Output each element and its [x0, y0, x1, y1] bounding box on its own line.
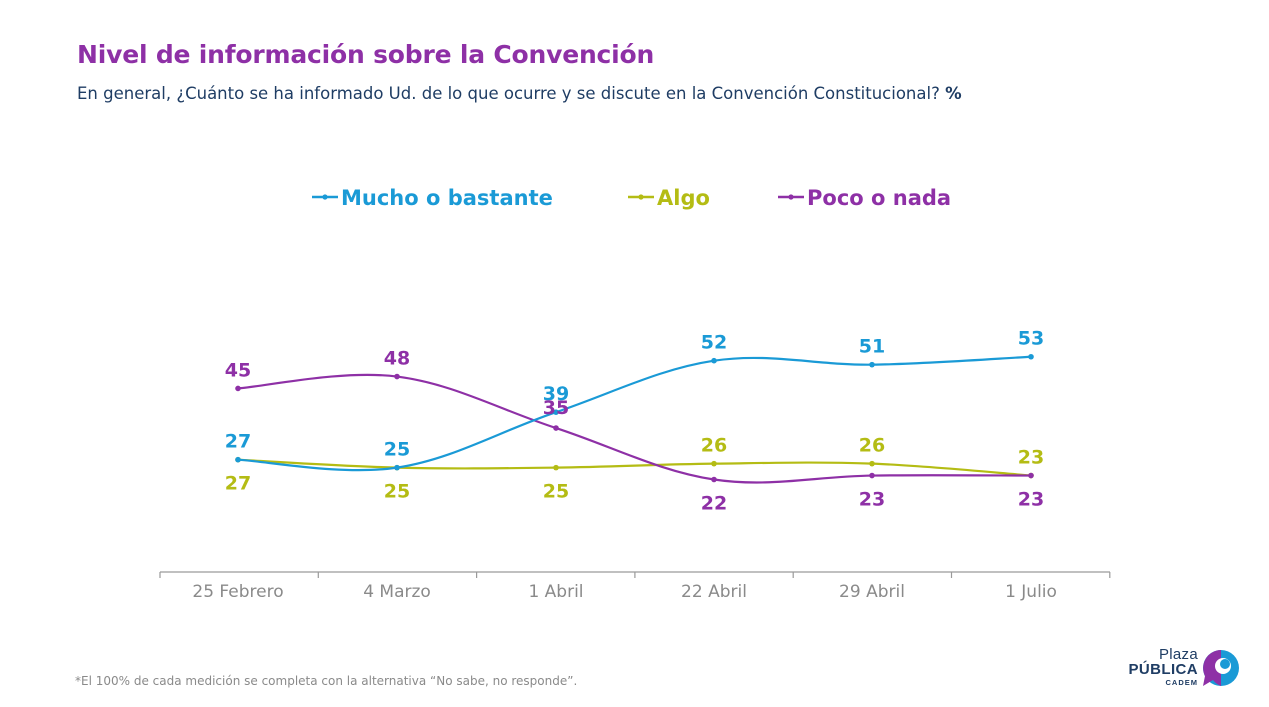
logo-speech-bubble-icon [1203, 650, 1239, 686]
series-line-algo [237, 458, 1032, 477]
subtitle-question: En general, ¿Cuánto se ha informado Ud. … [77, 84, 946, 103]
data-label-poco-o-nada: 23 [1018, 489, 1044, 511]
chart-subtitle: En general, ¿Cuánto se ha informado Ud. … [77, 84, 962, 103]
data-point-mucho-o-bastante [1028, 353, 1034, 360]
data-point-mucho-o-bastante [235, 456, 241, 463]
x-tick-label: 22 Abril [681, 582, 747, 602]
data-label-mucho-o-bastante: 51 [859, 336, 885, 358]
data-label-algo: 23 [1018, 447, 1044, 469]
x-tick-label: 1 Julio [1005, 582, 1057, 602]
data-point-poco-o-nada [553, 425, 559, 431]
data-point-algo [711, 460, 717, 467]
data-point-poco-o-nada [711, 476, 717, 483]
data-label-algo: 25 [384, 481, 410, 503]
subtitle-unit: % [945, 84, 962, 103]
plaza-publica-cadem-logo: Plaza PÚBLICA CADEM [1122, 646, 1247, 692]
data-label-algo: 26 [859, 435, 885, 457]
logo-text-cadem: CADEM [1165, 678, 1198, 687]
data-point-mucho-o-bastante [869, 361, 875, 368]
data-point-poco-o-nada [1028, 472, 1034, 479]
data-label-algo: 25 [543, 481, 569, 503]
data-label-algo: 27 [225, 473, 251, 495]
data-label-mucho-o-bastante: 52 [701, 332, 727, 354]
data-point-poco-o-nada [394, 373, 400, 380]
legend-marker-dot-mucho-o-bastante [322, 194, 328, 200]
x-tick-label: 25 Febrero [192, 582, 283, 602]
data-label-mucho-o-bastante: 53 [1018, 328, 1044, 350]
data-label-mucho-o-bastante: 25 [384, 439, 410, 461]
footnote: *El 100% de cada medición se completa co… [75, 674, 578, 688]
data-label-poco-o-nada: 22 [701, 493, 727, 515]
x-tick-label: 1 Abril [528, 582, 583, 602]
data-label-poco-o-nada: 23 [859, 489, 885, 511]
data-point-poco-o-nada [869, 472, 875, 479]
logo-text-plaza: Plaza [1158, 646, 1198, 663]
legend-label-mucho-o-bastante: Mucho o bastante [341, 186, 553, 210]
data-label-poco-o-nada: 35 [543, 397, 569, 419]
data-point-algo [869, 460, 875, 467]
data-label-poco-o-nada: 45 [225, 359, 251, 381]
legend-marker-dot-algo [638, 194, 644, 200]
data-label-poco-o-nada: 48 [384, 348, 410, 370]
legend-label-poco-o-nada: Poco o nada [807, 186, 951, 210]
data-point-mucho-o-bastante [711, 357, 717, 364]
data-label-mucho-o-bastante: 27 [225, 431, 251, 453]
x-tick-label: 4 Marzo [363, 582, 431, 602]
data-label-mucho-o-bastante: 39 [543, 383, 569, 405]
data-point-mucho-o-bastante [394, 464, 400, 471]
x-tick-label: 29 Abril [839, 582, 905, 602]
legend-label-algo: Algo [657, 186, 710, 210]
legend-marker-dot-poco-o-nada [788, 194, 794, 200]
series-line-poco-o-nada [237, 373, 1032, 484]
series-line-mucho-o-bastante [237, 355, 1032, 472]
chart-title: Nivel de información sobre la Convención [77, 40, 655, 69]
data-point-algo [553, 464, 559, 471]
data-point-poco-o-nada [235, 385, 241, 392]
logo-text-publica: PÚBLICA [1128, 661, 1198, 678]
data-point-mucho-o-bastante [553, 409, 559, 415]
data-label-algo: 26 [701, 435, 727, 457]
